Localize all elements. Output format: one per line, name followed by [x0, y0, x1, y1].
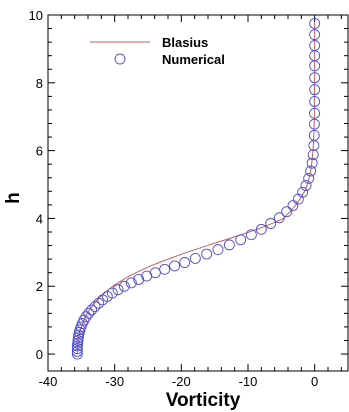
numerical-point — [189, 252, 201, 264]
x-tick-label: -10 — [239, 374, 258, 389]
numerical-point — [309, 40, 321, 51]
numerical-point — [223, 239, 235, 251]
numerical-point — [307, 149, 319, 161]
numerical-point — [125, 277, 137, 289]
numerical-point — [287, 200, 299, 211]
numerical-point — [309, 72, 321, 84]
numerical-point — [309, 84, 321, 96]
y-tick-label: 8 — [36, 76, 43, 91]
numerical-point — [235, 234, 247, 246]
plot-frame — [47, 14, 349, 372]
y-axis-title: h — [3, 192, 24, 204]
numerical-point — [179, 257, 191, 268]
x-tick-label: -30 — [105, 374, 124, 389]
numerical-point — [118, 280, 130, 292]
numerical-point — [169, 260, 181, 272]
numerical-point — [305, 165, 317, 177]
plot-border — [47, 14, 349, 372]
numerical-point — [309, 29, 321, 41]
numerical-point — [245, 229, 257, 241]
y-tick-label: 0 — [36, 347, 43, 362]
numerical-point — [273, 212, 285, 224]
numerical-point — [308, 129, 320, 141]
numerical-point — [201, 248, 213, 260]
numerical-point — [83, 307, 95, 319]
numerical-point — [89, 301, 101, 313]
numerical-point — [71, 348, 83, 360]
x-axis-title: Vorticity — [166, 390, 241, 411]
legend-marker-swatch — [114, 53, 126, 65]
numerical-point — [93, 297, 105, 309]
numerical-point — [80, 311, 92, 323]
legend-label-blasius: Blasius — [162, 35, 208, 50]
numerical-point — [255, 223, 267, 235]
x-axis: -40 -30 -20 -10 0 — [39, 15, 342, 389]
numerical-point — [71, 343, 83, 355]
y-tick-label: 6 — [36, 144, 43, 159]
numerical-point — [309, 96, 321, 107]
numerical-point — [309, 118, 320, 130]
numerical-point — [297, 186, 309, 198]
y-tick-label: 2 — [36, 279, 43, 294]
legend-label-numerical: Numerical — [162, 52, 225, 67]
numerical-point — [159, 263, 171, 275]
numerical-point — [71, 345, 83, 357]
series-layer — [71, 18, 321, 360]
numerical-point — [133, 274, 145, 285]
x-tick-label: -40 — [39, 374, 58, 389]
numerical-point — [106, 287, 118, 299]
legend: Blasius Numerical — [90, 35, 225, 67]
numerical-point — [265, 218, 277, 229]
numerical-point — [149, 267, 161, 279]
y-axis: 0 2 4 6 8 10 — [29, 8, 348, 362]
numerical-point — [212, 244, 224, 256]
numerical-point — [86, 304, 98, 316]
numerical-point — [112, 284, 124, 296]
numerical-point — [309, 107, 321, 119]
blasius-line — [76, 21, 316, 355]
x-tick-label: 0 — [311, 374, 318, 389]
y-tick-label: 4 — [36, 211, 43, 226]
numerical-point — [281, 206, 293, 218]
numerical-point — [306, 157, 318, 169]
y-tick-label: 10 — [29, 8, 43, 23]
numerical-point — [300, 180, 312, 191]
x-tick-label: -20 — [172, 374, 191, 389]
numerical-point — [309, 18, 321, 29]
numerical-point — [303, 172, 315, 184]
